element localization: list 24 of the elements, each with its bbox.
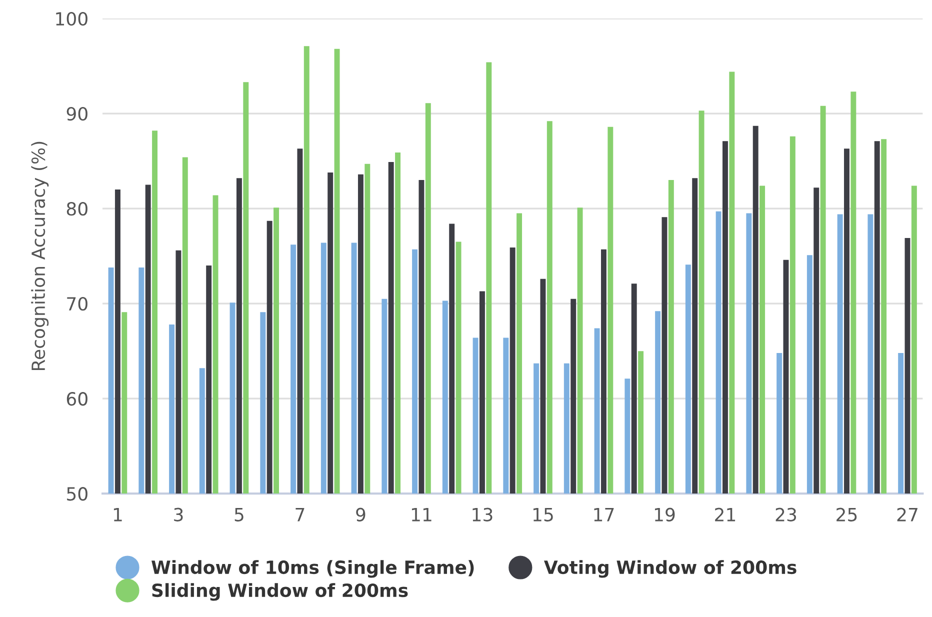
y-tick-label: 100 bbox=[56, 12, 88, 26]
x-tick-label: 23 bbox=[776, 508, 796, 522]
x-tick-label: 19 bbox=[654, 508, 675, 522]
y-tick-label: 80 bbox=[66, 202, 88, 216]
legend-label: Window of 10ms (Single Frame) bbox=[152, 560, 474, 578]
x-tick-label: 3 bbox=[174, 508, 183, 522]
x-tick-label: 9 bbox=[356, 508, 366, 522]
x-tick-label: 21 bbox=[715, 508, 736, 522]
x-tick-label: 7 bbox=[296, 508, 304, 522]
x-tick-label: 13 bbox=[472, 508, 492, 522]
y-tick-label: 90 bbox=[66, 106, 88, 121]
x-tick-label: 11 bbox=[412, 508, 432, 522]
x-tick-label: 27 bbox=[897, 508, 918, 522]
y-tick-label: 70 bbox=[67, 297, 88, 311]
x-tick-label: 17 bbox=[594, 508, 614, 522]
legend-label: Sliding Window of 200ms bbox=[152, 583, 408, 601]
x-tick-label: 5 bbox=[234, 508, 244, 522]
y-tick-label: 60 bbox=[66, 392, 88, 406]
legend-label: Voting Window of 200ms bbox=[544, 560, 796, 578]
y-tick-label: 50 bbox=[67, 487, 88, 501]
y-axis-title: Recognition Accuracy (%) bbox=[31, 142, 49, 370]
x-tick-label: 15 bbox=[533, 508, 553, 522]
x-tick-label: 1 bbox=[114, 508, 122, 522]
x-tick-label: 25 bbox=[836, 508, 857, 522]
